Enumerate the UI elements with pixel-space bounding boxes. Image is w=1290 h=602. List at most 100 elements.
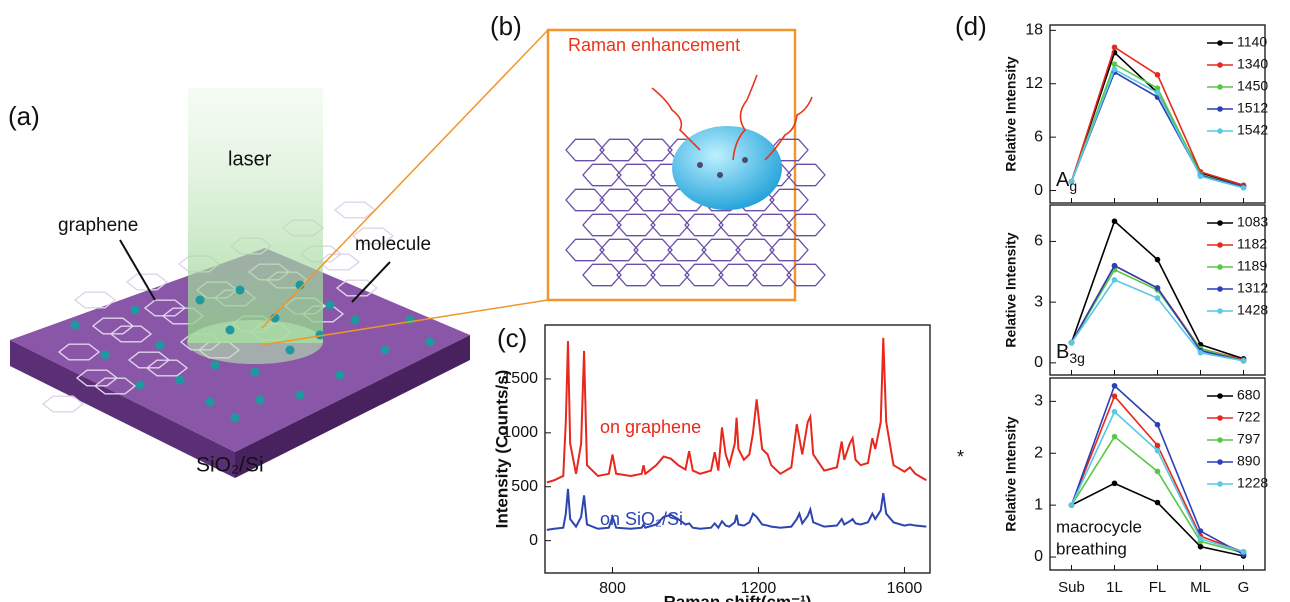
annotation-main: A (1056, 169, 1070, 191)
legend-label: 1512 (1237, 100, 1268, 116)
marker (1155, 72, 1161, 78)
molecule-dot (236, 286, 245, 295)
y-axis-label: Relative Intensity (1003, 416, 1019, 531)
x-tick-label: Sub (1058, 579, 1085, 596)
x-tick-label: FL (1149, 579, 1167, 596)
legend-marker (1217, 264, 1223, 270)
y-tick-label: 18 (1025, 22, 1043, 39)
label: Raman enhancement (568, 35, 740, 55)
molecule-dot (196, 296, 205, 305)
molecule-dot (286, 346, 295, 355)
marker (1198, 174, 1204, 180)
molecule-dot (131, 306, 140, 315)
legend-label: 722 (1237, 409, 1261, 425)
y-tick-label: 0 (1034, 548, 1043, 565)
y-axis-label: Intensity (Counts/s) (492, 370, 511, 529)
legend-label: 1140 (1237, 34, 1267, 50)
laser-spot (187, 320, 323, 364)
molecule-dot (71, 321, 80, 330)
legend-label: 1428 (1237, 302, 1268, 318)
x-tick-label: 800 (599, 580, 626, 597)
figure: (a) laser graphene molecule SiO₂/Si (b) … (0, 0, 1290, 602)
legend-label: 890 (1237, 453, 1261, 469)
molecule-dot (251, 368, 260, 377)
marker (1155, 469, 1161, 475)
legend-label: 680 (1237, 387, 1261, 403)
x-tick-label: G (1238, 579, 1250, 596)
marker (1241, 358, 1247, 364)
marker (1155, 500, 1161, 506)
y-axis-label: Relative Intensity (1003, 56, 1019, 171)
y-tick-label: 12 (1025, 75, 1043, 92)
label: molecule (355, 234, 431, 255)
legend-marker (1217, 459, 1223, 465)
legend-marker (1217, 220, 1223, 226)
label: SiO₂/Si (196, 454, 264, 477)
molecule-dot (156, 341, 165, 350)
y-tick-label: 0 (1034, 354, 1043, 371)
marker (1241, 549, 1247, 555)
marker (1112, 434, 1118, 440)
y-tick-label: 500 (511, 478, 538, 495)
legend-marker (1217, 128, 1223, 134)
panel-annotation: macrocycle (1056, 517, 1142, 536)
legend-marker (1217, 415, 1223, 421)
plot-frame (1050, 25, 1265, 203)
legend-marker (1217, 437, 1223, 443)
molecule-dot (296, 391, 305, 400)
molecule-dot (697, 162, 703, 168)
molecule-dot (406, 316, 415, 325)
y-tick-label: 6 (1034, 128, 1043, 145)
y-tick-label: 3 (1034, 293, 1043, 310)
panel-label: (a) (8, 101, 40, 131)
marker (1198, 544, 1204, 550)
marker (1112, 481, 1118, 487)
series-line (547, 338, 927, 482)
annotation-main: B (1056, 341, 1069, 363)
marker (1112, 67, 1118, 73)
annotation-sub: g (1069, 178, 1077, 194)
x-axis-label: Raman shift(cm⁻¹) (664, 592, 812, 602)
marker (1112, 263, 1118, 269)
marker (1155, 443, 1161, 449)
marker (1112, 409, 1118, 415)
y-tick-label: 0 (1034, 182, 1043, 199)
marker (1155, 295, 1161, 301)
page: {"figure":{"panels":["(a)","(b)","(c)","… (0, 0, 1290, 602)
label: graphene (58, 215, 138, 236)
legend-marker (1217, 393, 1223, 399)
panel-annotation: breathing (1056, 539, 1127, 558)
molecule-dot (326, 301, 335, 310)
marker (1155, 422, 1161, 428)
series-line (1072, 270, 1244, 361)
legend-label: 797 (1237, 431, 1261, 447)
marker (1155, 90, 1161, 96)
label: laser (228, 148, 272, 170)
y-tick-label: 6 (1034, 233, 1043, 250)
legend-marker (1217, 62, 1223, 68)
panel-label: (b) (490, 11, 522, 41)
legend-marker (1217, 40, 1223, 46)
arrow (120, 240, 155, 300)
molecule-dot (351, 316, 360, 325)
marker (1155, 448, 1161, 454)
legend-label: 1189 (1237, 258, 1267, 274)
legend-label: 1182 (1237, 236, 1267, 252)
legend-label: 1542 (1237, 122, 1268, 138)
series-label: on graphene (600, 417, 701, 437)
series-line (1072, 64, 1244, 187)
series-line (1072, 266, 1244, 360)
legend-marker (1217, 308, 1223, 314)
x-tick-label: 1L (1106, 579, 1123, 596)
legend-marker (1217, 286, 1223, 292)
annotation-sub: 3g (1069, 350, 1085, 366)
marker (1112, 61, 1118, 67)
x-tick-label: ML (1190, 579, 1211, 596)
annotation: * (957, 447, 964, 467)
molecule-dot (742, 157, 748, 163)
marker (1069, 502, 1075, 508)
x-tick-label: 1600 (887, 580, 923, 597)
y-axis-label: Relative Intensity (1003, 232, 1019, 347)
marker (1112, 218, 1118, 224)
molecule-dot (211, 361, 220, 370)
